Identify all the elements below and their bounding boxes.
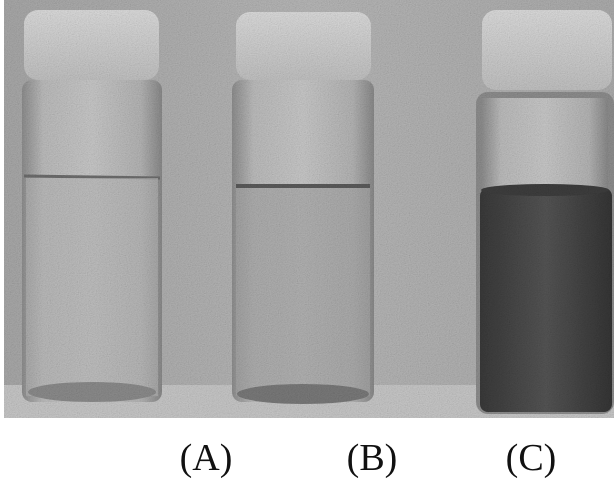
vial-a bbox=[22, 10, 162, 402]
label-b: (B) bbox=[346, 437, 398, 479]
vials-photograph bbox=[4, 0, 614, 418]
label-c: (C) bbox=[505, 437, 557, 479]
label-a: (A) bbox=[179, 437, 233, 479]
vial-b bbox=[232, 12, 374, 404]
vial-c bbox=[476, 10, 614, 414]
